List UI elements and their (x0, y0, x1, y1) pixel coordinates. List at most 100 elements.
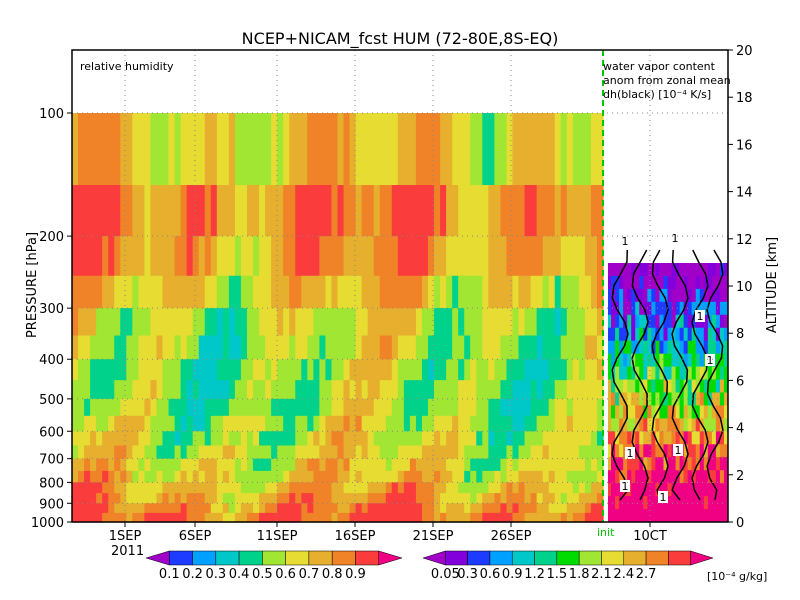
rh-cell (102, 415, 109, 432)
rh-cell (512, 308, 520, 337)
rh-cell (192, 458, 200, 472)
rh-cell (337, 482, 345, 494)
rh-cell (144, 398, 152, 417)
rh-cell (180, 470, 188, 483)
wv-cell (643, 470, 648, 484)
wv-cell (635, 470, 640, 484)
rh-cell (494, 482, 502, 494)
colorbar-label: 2.7 (636, 567, 657, 582)
rh-cell (265, 493, 272, 504)
rh-cell (72, 415, 79, 432)
rh-cell (120, 185, 127, 237)
rh-cell (216, 445, 224, 460)
rh-cell (506, 398, 514, 417)
wv-cell (683, 301, 689, 316)
rh-cell (428, 113, 435, 186)
rh-cell (428, 493, 435, 504)
wv-cell (643, 327, 648, 342)
wv-cell (627, 288, 632, 303)
rh-cell (222, 275, 230, 309)
rh-cell (397, 458, 405, 472)
rh-cell (295, 458, 302, 472)
wv-cell (635, 353, 640, 368)
rh-cell (240, 185, 248, 237)
rh-cell (313, 458, 320, 472)
wv-cell (631, 509, 636, 523)
rh-cell (355, 512, 363, 523)
wv-cell (711, 275, 717, 290)
rh-cell (367, 503, 375, 514)
rh-cell (240, 431, 248, 447)
rh-cell (536, 493, 544, 504)
wv-cell (623, 288, 628, 303)
rh-cell (403, 503, 411, 514)
wv-cell (607, 275, 612, 290)
rh-cell (325, 493, 333, 504)
rh-cell (120, 503, 127, 514)
rh-cell (301, 512, 308, 523)
rh-cell (289, 359, 296, 381)
wv-cell (711, 263, 717, 277)
rh-cell (277, 308, 284, 337)
rh-cell (355, 398, 363, 417)
rh-cell (464, 359, 471, 381)
wv-cell (635, 327, 640, 342)
wv-cell (723, 457, 729, 471)
rh-cell (102, 113, 109, 186)
rh-cell (530, 512, 538, 523)
wv-cell (619, 288, 624, 303)
wv-cell (687, 444, 693, 458)
rh-cell (84, 113, 91, 186)
rh-cell (337, 431, 345, 447)
rh-cell (542, 380, 550, 400)
rh-cell (289, 493, 296, 504)
contour-label-bg (625, 447, 635, 459)
wv-cell (619, 444, 624, 458)
wv-cell (659, 509, 664, 523)
wv-cell (607, 340, 612, 355)
wv-cell (675, 379, 681, 393)
wv-cell (643, 392, 648, 406)
rh-cell (283, 482, 290, 494)
rh-cell (458, 335, 465, 360)
rh-cell (96, 503, 103, 514)
rh-cell (355, 185, 363, 237)
rh-cell (180, 185, 188, 237)
altitude-tick-label: 20 (736, 44, 753, 59)
rh-cell (596, 512, 604, 523)
chart-title: NCEP+NICAM_fcst HUM (72-80E,8S-EQ) (242, 29, 559, 49)
wv-cell (719, 470, 725, 484)
rh-cell (524, 470, 532, 483)
colorbar-label: 2.1 (591, 567, 612, 582)
contour-line (691, 249, 709, 501)
rh-cell (476, 185, 483, 237)
rh-cell (482, 398, 489, 417)
rh-cell (428, 359, 435, 381)
rh-cell (114, 482, 121, 494)
rh-cell (542, 415, 550, 432)
rh-cell (343, 113, 351, 186)
wv-cell (655, 353, 660, 368)
rh-cell (180, 275, 188, 309)
rh-cell (150, 415, 158, 432)
rh-cell (277, 275, 284, 309)
wv-cell (715, 340, 721, 355)
rh-cell (325, 415, 333, 432)
rh-cell (150, 493, 158, 504)
rh-cell (361, 398, 369, 417)
wv-cell (723, 496, 729, 510)
wv-cell (615, 263, 620, 277)
rh-cell (373, 458, 381, 472)
rh-cell (295, 398, 302, 417)
rh-cell (271, 308, 278, 337)
rh-cell (530, 503, 538, 514)
colorbar-label: 0.4 (229, 567, 250, 582)
rh-cell (234, 113, 242, 186)
rh-cell (228, 445, 236, 460)
wv-cell (655, 444, 660, 458)
rh-cell (403, 236, 411, 277)
rh-cell (138, 185, 146, 237)
rh-cell (186, 236, 194, 277)
rh-cell (542, 308, 550, 337)
rh-cell (150, 398, 158, 417)
